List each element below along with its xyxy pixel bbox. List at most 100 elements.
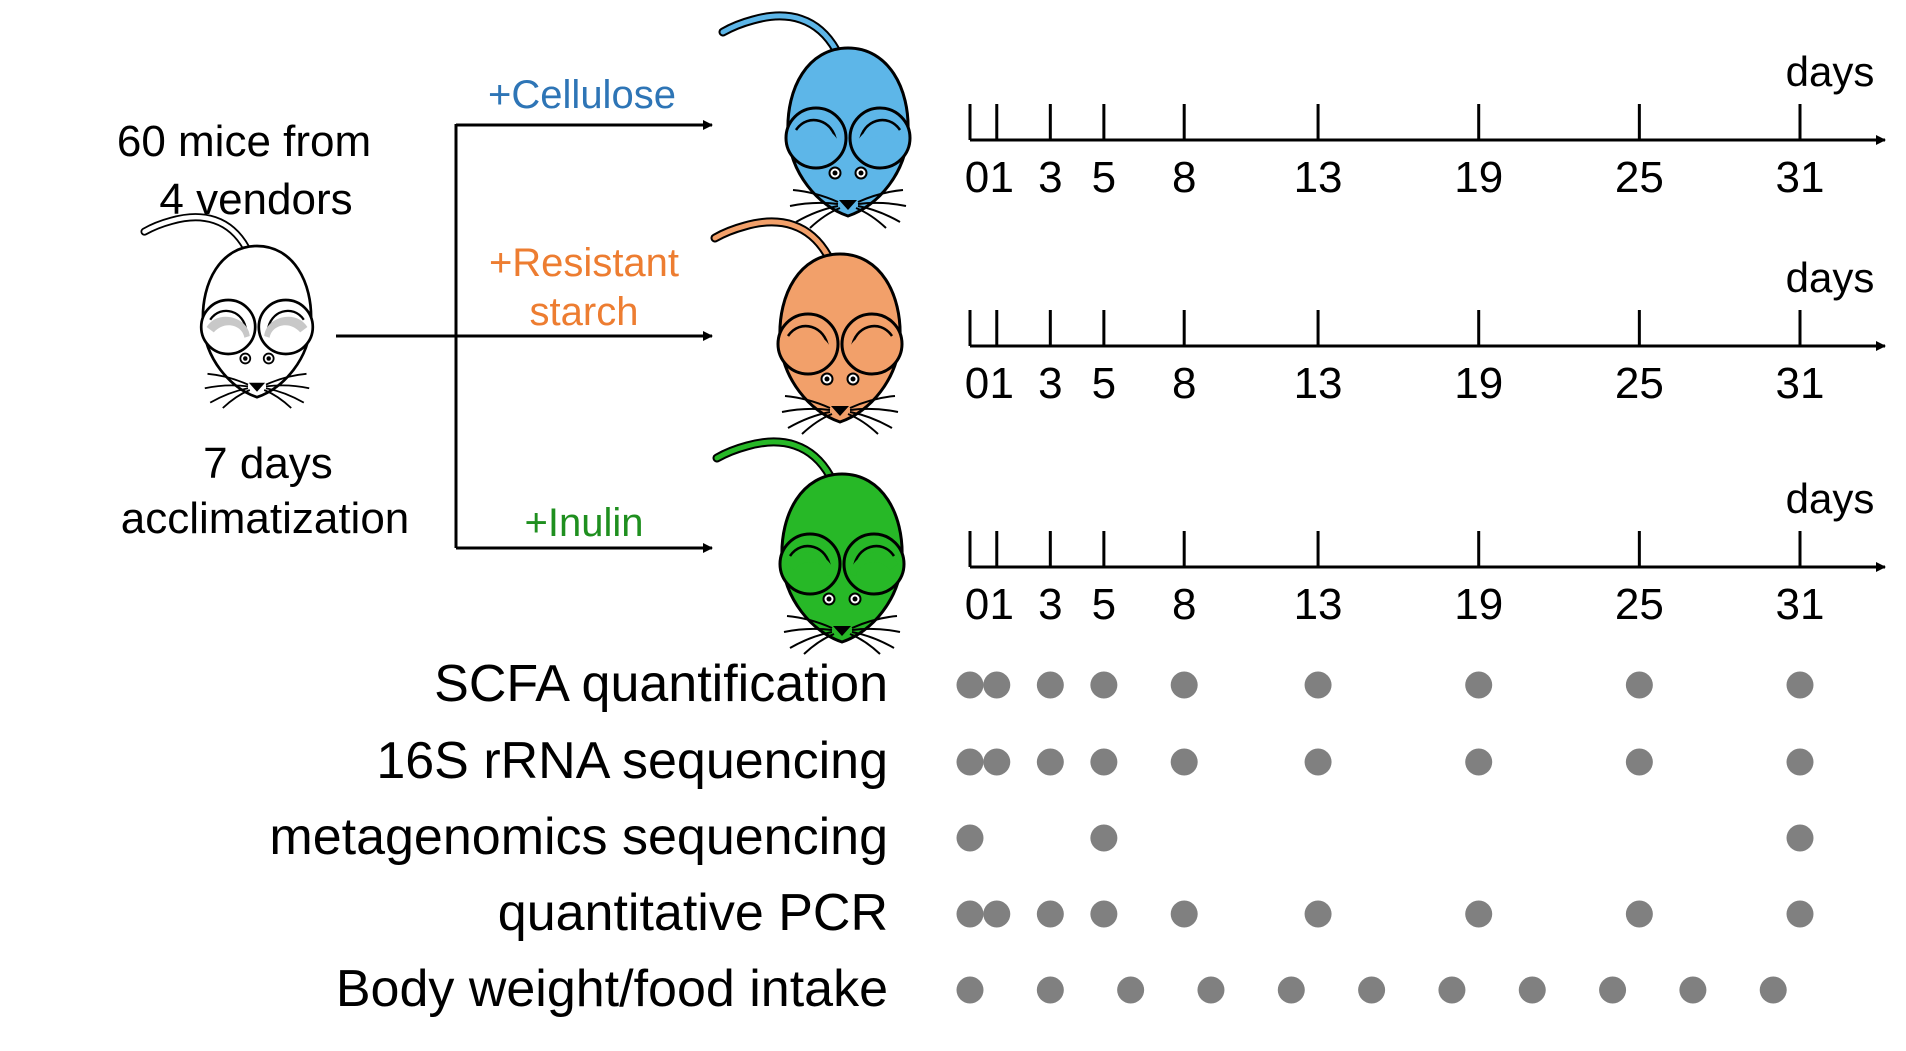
- mouse-tail-fill: [714, 439, 833, 479]
- measurement-dot: [1170, 671, 1198, 699]
- mouse-tail: [718, 11, 841, 55]
- measurement-dot: [1036, 748, 1064, 776]
- measurement-dot: [1438, 976, 1466, 1004]
- mouse-nose: [833, 626, 851, 636]
- group-label-inulin: +Inulin: [525, 501, 644, 545]
- mouse-whisker: [847, 413, 879, 435]
- mouse-ear-inner: [264, 316, 308, 338]
- measurement-dot: [1277, 976, 1305, 1004]
- acclimatization-line1: 7 days: [203, 439, 333, 488]
- mouse-whisker: [849, 633, 881, 655]
- mouse-tail: [712, 437, 835, 481]
- measurement-dot: [1625, 748, 1653, 776]
- timeline-tick-label: 8: [1172, 580, 1196, 629]
- branch-arrows: [336, 120, 713, 553]
- mouse-whisker: [792, 189, 839, 203]
- timeline-tick-label: 13: [1294, 153, 1343, 202]
- mouse-whisker: [222, 389, 251, 409]
- mouse-whisker: [209, 387, 249, 404]
- mouse-whisker: [263, 389, 292, 409]
- mouse-nose: [839, 200, 857, 210]
- mouse-whisker: [849, 411, 893, 429]
- measurement-dot: [1465, 671, 1493, 699]
- timeline-tick-label: 1: [990, 580, 1014, 629]
- measurement-dot: [1036, 900, 1064, 928]
- timeline-tick-label: 1: [990, 359, 1014, 408]
- mouse-whisker: [265, 384, 310, 390]
- timeline-tick-label: 3: [1038, 153, 1062, 202]
- mouse-ear-inner: [856, 126, 904, 150]
- mouse-whisker: [783, 627, 833, 633]
- timeline-tick-label: 8: [1172, 359, 1196, 408]
- mouse-ear-inner: [848, 332, 896, 356]
- mouse-whisker: [784, 395, 831, 409]
- mouse-tail-fill: [712, 219, 831, 259]
- mouse-whisker: [795, 205, 839, 223]
- inulin-mouse-icon: [712, 437, 906, 655]
- resistant-starch-mouse-icon: [710, 217, 904, 435]
- timeline-tick-label: 3: [1038, 359, 1062, 408]
- mouse-whisker: [851, 631, 895, 649]
- group-label-cellulose: +Cellulose: [488, 73, 676, 117]
- measurement-label: SCFA quantification: [434, 655, 888, 713]
- measurement-dot: [1786, 671, 1814, 699]
- measurement-label: Body weight/food intake: [336, 960, 888, 1018]
- measurement-dot: [1304, 900, 1332, 928]
- mouse-whisker: [857, 189, 904, 203]
- mouse-pupil: [850, 376, 856, 382]
- mouse-whisker: [855, 207, 887, 229]
- measurement-schedule: SCFA quantification 16S rRNA sequencing me…: [269, 655, 1814, 1018]
- mouse-whisker: [265, 372, 307, 386]
- mouse-tail-fill: [720, 13, 839, 53]
- measurement-dot: [1090, 671, 1118, 699]
- measurement-dot: [983, 671, 1011, 699]
- mouse-body: [786, 46, 910, 218]
- timeline-tick-label: 13: [1294, 359, 1343, 408]
- mouse-ear-inner: [850, 552, 898, 576]
- mouse-whisker: [786, 615, 833, 629]
- mouse-ear-inner: [792, 126, 840, 150]
- measurement-dot: [1117, 976, 1145, 1004]
- measurement-dot: [956, 824, 984, 852]
- mouse-pupil: [826, 596, 832, 602]
- timeline-unit-label: days: [1786, 475, 1875, 522]
- measurement-dot: [1090, 748, 1118, 776]
- measurement-dot: [1759, 976, 1787, 1004]
- measurement-dot: [956, 748, 984, 776]
- mouse-whisker: [849, 395, 896, 409]
- timeline-tick-label: 31: [1776, 580, 1825, 629]
- measurement-dot: [1599, 976, 1627, 1004]
- mouse-ear-inner: [206, 316, 250, 338]
- measurement-dot: [1036, 671, 1064, 699]
- mouse-pupil: [266, 356, 271, 361]
- timeline-tick-label: 0: [965, 359, 989, 408]
- measurement-dot: [983, 900, 1011, 928]
- timeline-tick-label: 31: [1776, 359, 1825, 408]
- mouse-whisker: [789, 201, 839, 207]
- timeline-tick-label: 25: [1615, 153, 1664, 202]
- mouse-nose: [831, 406, 849, 416]
- measurement-label: 16S rRNA sequencing: [376, 732, 888, 790]
- timeline-tick-label: 8: [1172, 153, 1196, 202]
- group-label-resistant-starch-line2: starch: [530, 290, 639, 334]
- timeline-tick-label: 13: [1294, 580, 1343, 629]
- measurement-dot: [1090, 824, 1118, 852]
- measurement-label: metagenomics sequencing: [269, 808, 888, 866]
- mouse-whisker: [207, 372, 249, 386]
- timeline-tick-label: 25: [1615, 580, 1664, 629]
- timeline-tick-label: 19: [1454, 359, 1503, 408]
- measurement-dot: [956, 671, 984, 699]
- mouse-whisker: [851, 627, 901, 633]
- timeline-tick-label: 5: [1092, 580, 1116, 629]
- timeline-unit-label: days: [1786, 48, 1875, 95]
- mouse-pupil: [852, 596, 858, 602]
- measurement-dot: [1358, 976, 1386, 1004]
- timeline-tick-label: 1: [990, 153, 1014, 202]
- mouse-whisker: [204, 384, 249, 390]
- mouse-tail-fill: [142, 214, 249, 251]
- source-mouse-icon: [140, 213, 315, 409]
- mouse-ear-inner: [784, 332, 832, 356]
